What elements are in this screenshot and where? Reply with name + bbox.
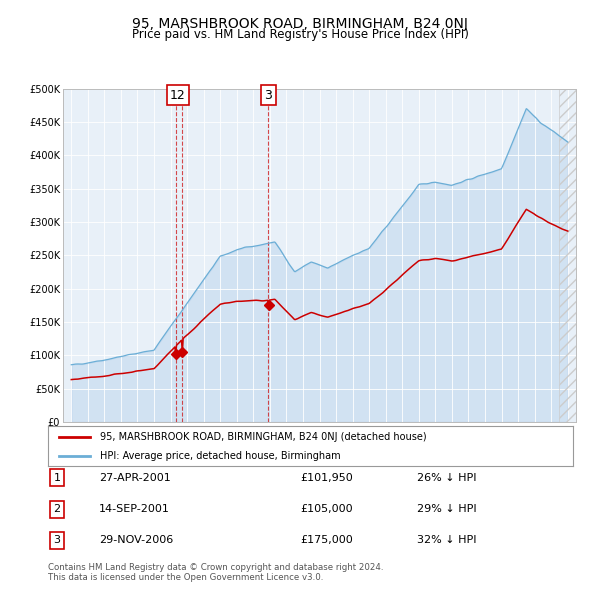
Text: 95, MARSHBROOK ROAD, BIRMINGHAM, B24 0NJ (detached house): 95, MARSHBROOK ROAD, BIRMINGHAM, B24 0NJ… [101, 432, 427, 442]
Text: Price paid vs. HM Land Registry's House Price Index (HPI): Price paid vs. HM Land Registry's House … [131, 28, 469, 41]
Text: 32% ↓ HPI: 32% ↓ HPI [417, 536, 476, 545]
Text: Contains HM Land Registry data © Crown copyright and database right 2024.
This d: Contains HM Land Registry data © Crown c… [48, 563, 383, 582]
Text: £175,000: £175,000 [300, 536, 353, 545]
Text: 1: 1 [53, 473, 61, 483]
Text: HPI: Average price, detached house, Birmingham: HPI: Average price, detached house, Birm… [101, 451, 341, 461]
Text: £101,950: £101,950 [300, 473, 353, 483]
Text: 29-NOV-2006: 29-NOV-2006 [99, 536, 173, 545]
Text: 3: 3 [265, 88, 272, 101]
Text: 27-APR-2001: 27-APR-2001 [99, 473, 171, 483]
Text: 2: 2 [53, 504, 61, 514]
Text: 29% ↓ HPI: 29% ↓ HPI [417, 504, 476, 514]
Text: 14-SEP-2001: 14-SEP-2001 [99, 504, 170, 514]
Text: 95, MARSHBROOK ROAD, BIRMINGHAM, B24 0NJ: 95, MARSHBROOK ROAD, BIRMINGHAM, B24 0NJ [132, 17, 468, 31]
Text: 12: 12 [170, 88, 185, 101]
Text: £105,000: £105,000 [300, 504, 353, 514]
Text: 26% ↓ HPI: 26% ↓ HPI [417, 473, 476, 483]
Text: 3: 3 [53, 536, 61, 545]
